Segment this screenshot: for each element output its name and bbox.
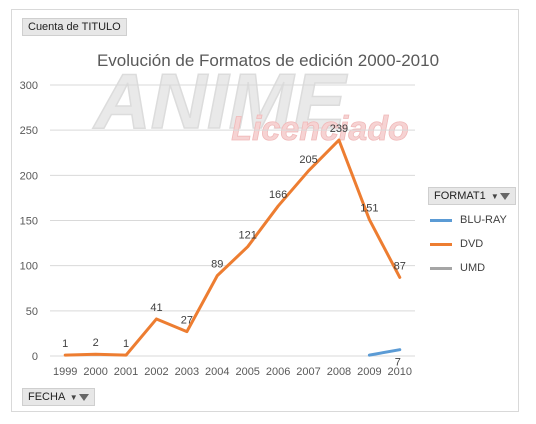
legend-swatch-dvd (430, 242, 452, 246)
data-label-dvd: 1 (62, 338, 68, 350)
watermark-logo: ANIME Licenciado (92, 56, 410, 148)
x-tick-label: 2002 (144, 366, 168, 378)
x-tick-label: 1999 (53, 366, 77, 378)
series-line-dvd (63, 138, 402, 357)
data-label-blu-ray: 7 (395, 357, 401, 369)
data-label-dvd: 166 (269, 189, 287, 201)
x-tick-label: 2005 (235, 366, 259, 378)
data-label-dvd: 41 (150, 302, 162, 314)
legend-item-dvd: DVD (430, 232, 520, 256)
count-field-label: Cuenta de TITULO (28, 21, 121, 33)
data-label-dvd: 87 (394, 260, 406, 272)
x-tick-label: 2006 (266, 366, 290, 378)
legend-label-dvd: DVD (460, 238, 484, 250)
y-tick-label: 300 (20, 80, 38, 92)
data-label-dvd: 27 (181, 315, 193, 327)
legend-item-blu-ray: BLU-RAY (430, 208, 520, 232)
chart-legend: BLU-RAY DVD UMD (430, 208, 520, 280)
legend-item-umd: UMD (430, 256, 520, 280)
x-tick-label: 2001 (114, 366, 138, 378)
y-tick-label: 200 (20, 170, 38, 182)
x-tick-label: 2010 (388, 366, 412, 378)
x-tick-label: 2000 (83, 366, 107, 378)
x-tick-label: 2009 (357, 366, 381, 378)
chart-title: Evolución de Formatos de edición 2000-20… (97, 51, 439, 70)
chevron-down-icon: ▼ (69, 393, 78, 402)
data-label-dvd: 205 (299, 154, 317, 166)
y-tick-label: 150 (20, 216, 38, 228)
legend-label-umd: UMD (460, 262, 486, 274)
x-tick-label: 2004 (205, 366, 229, 378)
date-filter-button[interactable]: FECHA ▼ (22, 388, 95, 406)
data-label-dvd: 1 (123, 338, 129, 350)
legend-swatch-blu-ray (430, 218, 452, 222)
legend-swatch-umd (430, 266, 452, 270)
chart-area (11, 9, 519, 412)
data-label-dvd: 121 (239, 230, 257, 242)
count-field-button[interactable]: Cuenta de TITULO (22, 18, 127, 36)
y-tick-label: 100 (20, 261, 38, 273)
data-label-dvd: 2 (93, 337, 99, 349)
data-label-dvd: 239 (330, 123, 348, 135)
filter-icon (499, 192, 510, 200)
chevron-down-icon: ▼ (490, 192, 499, 201)
data-label-dvd: 89 (211, 259, 223, 271)
y-tick-label: 50 (26, 306, 38, 318)
y-tick-label: 250 (20, 125, 38, 137)
date-field-label: FECHA (28, 391, 65, 403)
legend-label-blu-ray: BLU-RAY (460, 214, 507, 226)
format-filter-button[interactable]: FORMAT1 ▼ (428, 187, 516, 205)
filter-icon (78, 393, 89, 401)
x-tick-label: 2007 (296, 366, 320, 378)
watermark-text-licenciado: Licenciado (231, 110, 409, 148)
data-label-dvd: 151 (360, 203, 378, 215)
format-field-label: FORMAT1 (434, 190, 486, 202)
x-tick-label: 2003 (175, 366, 199, 378)
series-line-blu-ray (367, 348, 402, 357)
y-tick-label: 0 (32, 351, 38, 363)
x-tick-label: 2008 (327, 366, 351, 378)
